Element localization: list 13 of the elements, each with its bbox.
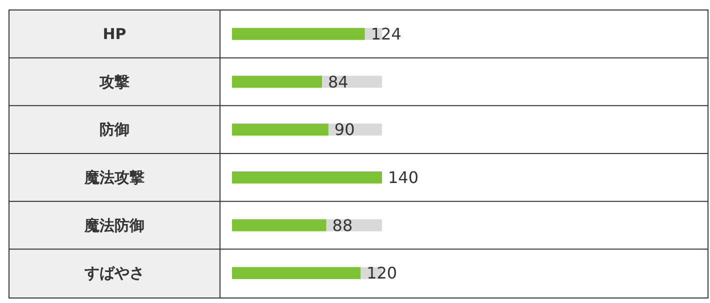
bar xyxy=(232,171,382,184)
data-label: 124 xyxy=(370,24,402,44)
data-label: 120 xyxy=(366,264,398,283)
y-tick-label: すばやさ xyxy=(84,264,144,282)
y-tick-label: 魔法攻撃 xyxy=(84,168,144,186)
y-tick-label: HP xyxy=(102,24,126,43)
y-tick-label: 攻撃 xyxy=(98,72,130,91)
data-label: 88 xyxy=(332,216,353,235)
data-label: 140 xyxy=(388,168,419,187)
data-label: 90 xyxy=(334,120,355,140)
data-label: 84 xyxy=(328,72,348,92)
y-tick-label: 防御 xyxy=(100,120,130,139)
y-tick-label: 魔法防御 xyxy=(84,216,144,234)
